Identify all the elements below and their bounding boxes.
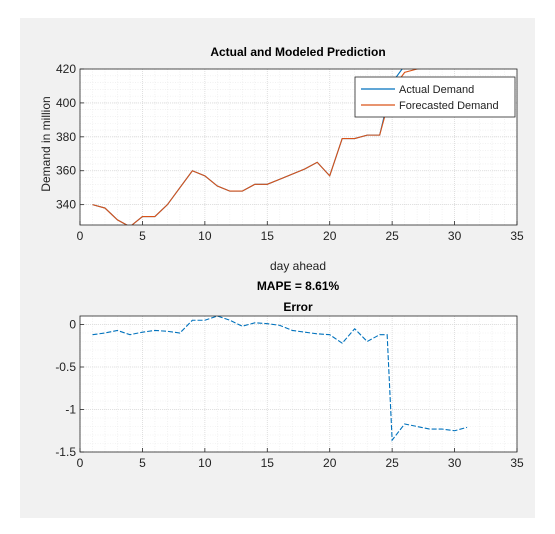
y-tick-label: 340 — [56, 198, 76, 212]
x-tick-label: 5 — [139, 229, 146, 243]
legend-box — [354, 76, 516, 118]
axes-box — [79, 315, 518, 453]
x-tick-label: 30 — [448, 456, 462, 470]
bottom-chart-title-line1: MAPE = 8.61% — [257, 279, 340, 293]
series-layer — [92, 316, 468, 442]
x-tick-label: 0 — [77, 229, 84, 243]
actual-vs-forecast-chart: Actual and Modeled Prediction day ahead … — [39, 45, 524, 273]
top-chart-xlabel: day ahead — [270, 259, 326, 273]
y-tick-label: 380 — [56, 130, 76, 144]
x-tick-label: 25 — [385, 229, 399, 243]
x-tick-label: 15 — [261, 229, 275, 243]
top-chart-ylabel: Demand in million — [39, 96, 53, 191]
error-chart: MAPE = 8.61% Error 0 5 10 15 20 25 30 35 0 -0.5 -1… — [55, 279, 524, 470]
x-tick-label: 35 — [510, 456, 524, 470]
axes-box — [79, 68, 518, 226]
y-tick-label: 360 — [56, 164, 76, 178]
x-tick-label: 20 — [323, 229, 337, 243]
x-tick-label: 15 — [261, 456, 275, 470]
series-line-error — [92, 316, 468, 442]
legend-entry: Actual Demand — [399, 84, 474, 96]
x-tick-label: 35 — [510, 229, 524, 243]
y-tick-label: 0 — [69, 318, 76, 332]
x-tick-label: 0 — [77, 456, 84, 470]
legend-entry: Forecasted Demand — [399, 100, 499, 112]
x-tick-label: 10 — [198, 229, 212, 243]
x-tick-label: 10 — [198, 456, 212, 470]
y-tick-label: 420 — [56, 62, 76, 76]
x-tick-label: 25 — [385, 456, 399, 470]
y-tick-label: -0.5 — [55, 360, 76, 374]
bottom-chart-title-line2: Error — [283, 300, 313, 314]
series-line-forecasted-demand — [92, 69, 422, 225]
y-tick-label: -1.5 — [55, 445, 76, 459]
legend: Actual Demand Forecasted Demand — [354, 76, 516, 118]
y-tick-label: 400 — [56, 96, 76, 110]
x-tick-label: 30 — [448, 229, 462, 243]
x-tick-label: 5 — [139, 456, 146, 470]
series-layer — [92, 69, 422, 225]
x-tick-label: 20 — [323, 456, 337, 470]
y-tick-label: -1 — [65, 403, 76, 417]
top-chart-title: Actual and Modeled Prediction — [210, 45, 385, 59]
